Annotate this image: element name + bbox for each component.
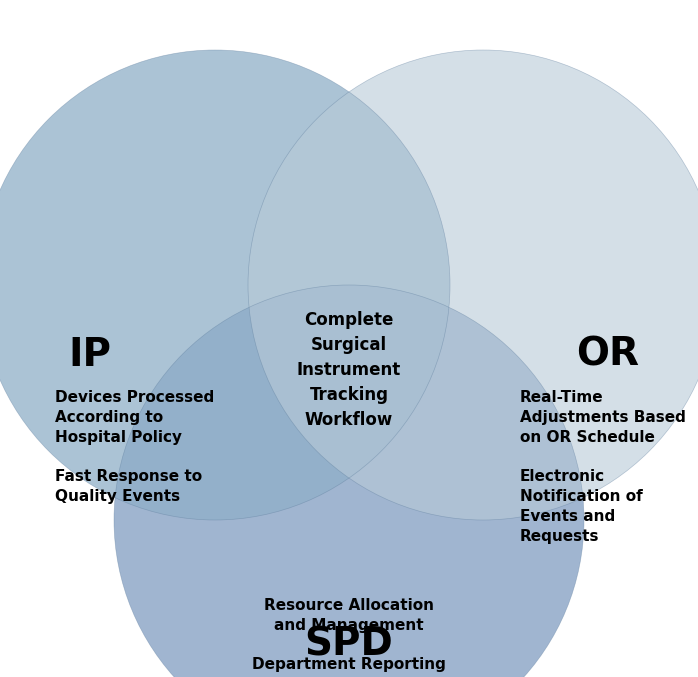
Text: SPD: SPD (304, 626, 394, 664)
Circle shape (248, 50, 698, 520)
Text: Devices Processed
According to
Hospital Policy

Fast Response to
Quality Events: Devices Processed According to Hospital … (55, 390, 214, 504)
Text: Resource Allocation
and Management

Department Reporting
and Decision Making

Te: Resource Allocation and Management Depar… (249, 598, 449, 677)
Text: IP: IP (68, 336, 112, 374)
Text: Complete
Surgical
Instrument
Tracking
Workflow: Complete Surgical Instrument Tracking Wo… (297, 311, 401, 429)
Circle shape (114, 285, 584, 677)
Circle shape (0, 50, 450, 520)
Text: Real-Time
Adjustments Based
on OR Schedule

Electronic
Notification of
Events an: Real-Time Adjustments Based on OR Schedu… (520, 390, 686, 544)
Text: OR: OR (577, 336, 639, 374)
